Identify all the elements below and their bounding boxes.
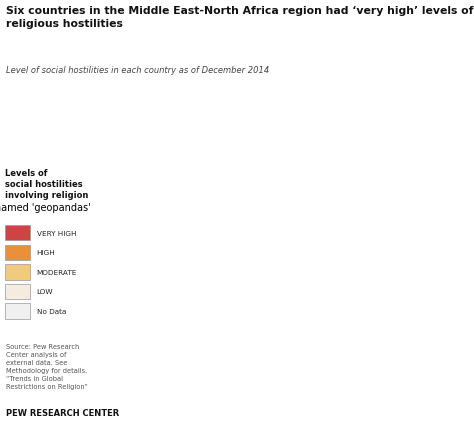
- FancyBboxPatch shape: [5, 284, 30, 299]
- Text: HIGH: HIGH: [36, 250, 55, 256]
- Text: Error: No module named 'geopandas': Error: No module named 'geopandas': [0, 203, 91, 213]
- Text: LOW: LOW: [36, 289, 53, 295]
- FancyBboxPatch shape: [5, 245, 30, 260]
- Text: MODERATE: MODERATE: [36, 269, 77, 275]
- Text: VERY HIGH: VERY HIGH: [36, 230, 76, 236]
- Text: No Data: No Data: [36, 308, 66, 314]
- Text: Source: Pew Research
Center analysis of
external data. See
Methodology for detai: Source: Pew Research Center analysis of …: [6, 343, 87, 389]
- Text: Level of social hostilities in each country as of December 2014: Level of social hostilities in each coun…: [6, 66, 269, 75]
- FancyBboxPatch shape: [5, 265, 30, 280]
- Text: Six countries in the Middle East-North Africa region had ‘very high’ levels of
r: Six countries in the Middle East-North A…: [6, 6, 473, 29]
- FancyBboxPatch shape: [5, 225, 30, 241]
- FancyBboxPatch shape: [5, 304, 30, 319]
- Text: Levels of
social hostilities
involving religion: Levels of social hostilities involving r…: [5, 168, 88, 199]
- Text: PEW RESEARCH CENTER: PEW RESEARCH CENTER: [6, 409, 119, 417]
